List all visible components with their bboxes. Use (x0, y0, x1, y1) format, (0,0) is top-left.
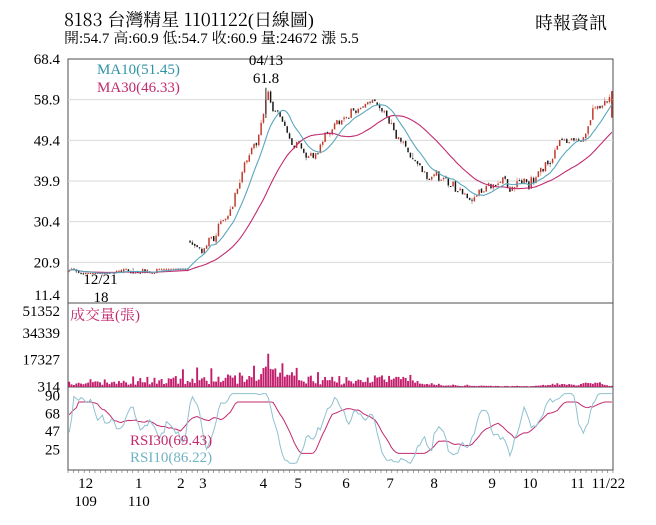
svg-text:30.4: 30.4 (34, 215, 61, 231)
svg-text:11: 11 (570, 476, 584, 492)
svg-text:17327: 17327 (23, 353, 61, 369)
svg-text:11.4: 11.4 (34, 288, 60, 304)
svg-text:1: 1 (135, 476, 143, 492)
svg-text:3: 3 (199, 476, 207, 492)
svg-text:20.9: 20.9 (34, 255, 60, 271)
svg-text:11/22: 11/22 (591, 476, 625, 492)
svg-text:51352: 51352 (23, 304, 61, 320)
svg-text:4: 4 (260, 476, 268, 492)
svg-text:68: 68 (45, 407, 60, 423)
svg-text:2: 2 (177, 476, 185, 492)
svg-text:5: 5 (294, 476, 302, 492)
svg-text:34339: 34339 (23, 326, 61, 342)
svg-text:9: 9 (488, 476, 496, 492)
svg-text:39.9: 39.9 (34, 174, 60, 190)
svg-text:109: 109 (74, 494, 97, 510)
svg-text:10: 10 (523, 476, 538, 492)
svg-text:47: 47 (45, 424, 61, 440)
svg-text:68.4: 68.4 (34, 52, 61, 68)
svg-text:12: 12 (78, 476, 93, 492)
svg-text:25: 25 (45, 442, 60, 458)
svg-text:110: 110 (128, 494, 150, 510)
svg-text:58.9: 58.9 (34, 93, 60, 109)
svg-text:7: 7 (386, 476, 394, 492)
svg-text:90: 90 (45, 388, 60, 404)
svg-text:6: 6 (342, 476, 350, 492)
svg-text:49.4: 49.4 (34, 133, 61, 149)
svg-text:8: 8 (430, 476, 438, 492)
